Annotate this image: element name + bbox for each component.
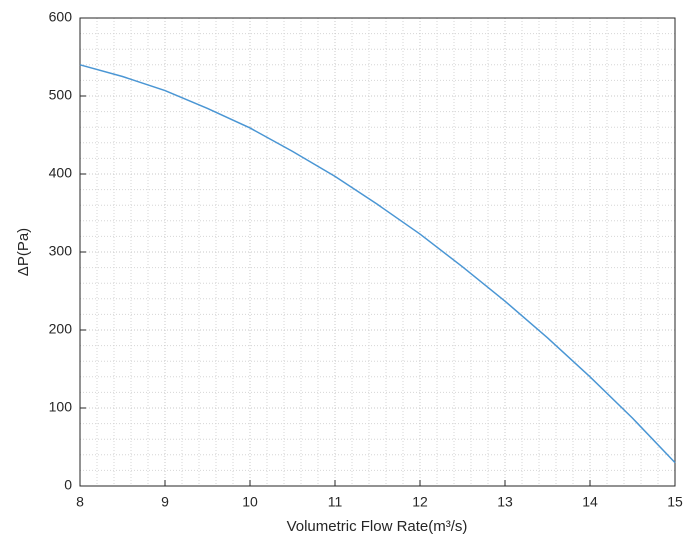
y-axis-label: ΔP(Pa) xyxy=(15,228,32,276)
y-tick-label: 600 xyxy=(49,9,73,25)
x-axis-label: Volumetric Flow Rate(m³/s) xyxy=(287,518,468,535)
x-tick-label: 13 xyxy=(497,494,513,510)
y-tick-label: 200 xyxy=(49,321,73,337)
y-tick-label: 300 xyxy=(49,243,73,259)
x-tick-label: 12 xyxy=(412,494,428,510)
axes-box xyxy=(79,17,676,487)
x-tick-label: 15 xyxy=(667,494,683,510)
x-tick-label: 14 xyxy=(582,494,598,510)
y-tick-label: 100 xyxy=(49,399,73,415)
x-tick-label: 10 xyxy=(242,494,258,510)
y-tick-label: 400 xyxy=(49,165,73,181)
line xyxy=(79,64,676,464)
x-tick-label: 8 xyxy=(76,494,84,510)
y-tick-label: 500 xyxy=(49,87,73,103)
x-tick-label: 11 xyxy=(328,494,343,510)
x-tick-label: 9 xyxy=(161,494,169,510)
y-tick-label: 0 xyxy=(64,477,72,493)
